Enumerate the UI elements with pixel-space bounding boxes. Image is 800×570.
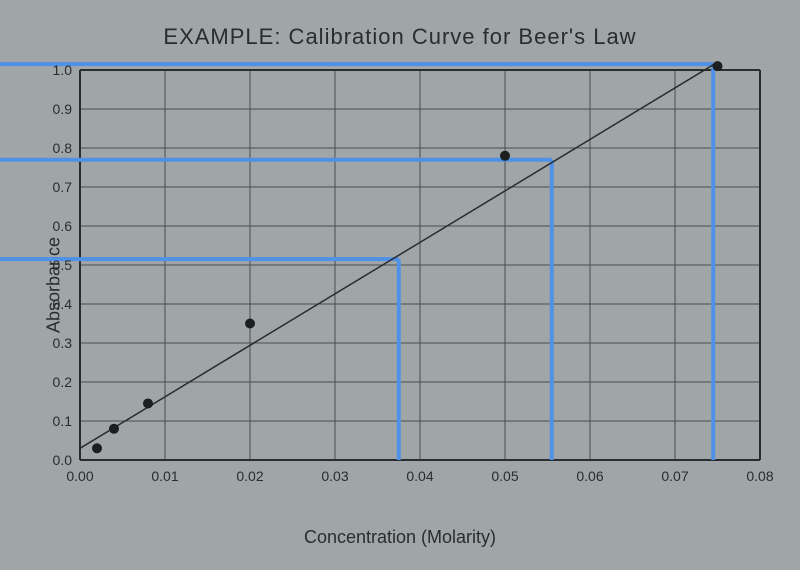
- x-tick-label: 0.02: [236, 468, 263, 484]
- y-tick-label: 0.1: [53, 413, 72, 429]
- y-tick-label: 0.4: [53, 296, 72, 312]
- y-tick-label: 0.9: [53, 101, 72, 117]
- x-axis-label: Concentration (Molarity): [0, 527, 800, 548]
- y-tick-label: 0.0: [53, 452, 72, 468]
- x-tick-label: 0.06: [576, 468, 603, 484]
- y-tick-label: 0.2: [53, 374, 72, 390]
- y-tick-label: 0.3: [53, 335, 72, 351]
- plot-area: [80, 70, 760, 460]
- x-tick-label: 0.01: [151, 468, 178, 484]
- chart-svg: [80, 70, 760, 460]
- x-tick-label: 0.04: [406, 468, 433, 484]
- y-tick-label: 0.6: [53, 218, 72, 234]
- y-tick-label: 0.8: [53, 140, 72, 156]
- data-point-5: [713, 61, 723, 71]
- data-point-1: [109, 424, 119, 434]
- x-tick-label: 0.00: [66, 468, 93, 484]
- data-point-2: [143, 398, 153, 408]
- x-tick-label: 0.07: [661, 468, 688, 484]
- data-point-3: [245, 319, 255, 329]
- data-point-0: [92, 443, 102, 453]
- y-tick-label: 0.5: [53, 257, 72, 273]
- x-tick-label: 0.03: [321, 468, 348, 484]
- y-axis-label: Absorbance: [44, 237, 65, 333]
- page: EXAMPLE: Calibration Curve for Beer's La…: [0, 0, 800, 570]
- x-tick-label: 0.08: [746, 468, 773, 484]
- y-tick-label: 1.0: [53, 62, 72, 78]
- data-point-4: [500, 151, 510, 161]
- y-tick-label: 0.7: [53, 179, 72, 195]
- x-tick-label: 0.05: [491, 468, 518, 484]
- chart-title: EXAMPLE: Calibration Curve for Beer's La…: [0, 24, 800, 50]
